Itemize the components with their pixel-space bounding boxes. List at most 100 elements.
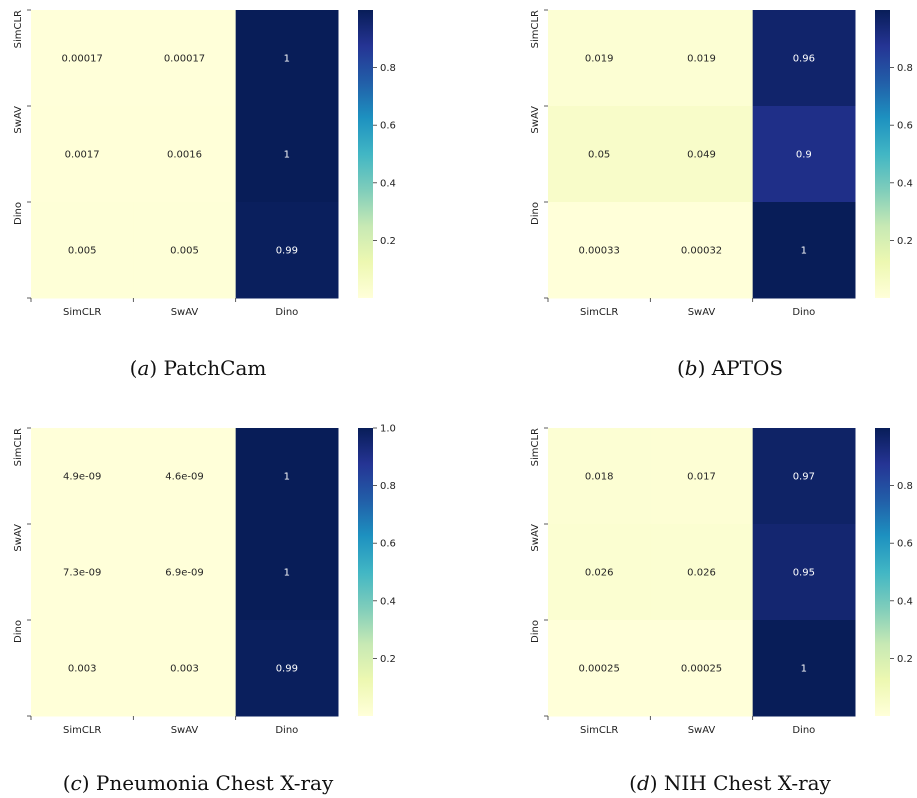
colorbar-tick-label: 0.6: [380, 121, 396, 132]
cell-label: 0.00025: [681, 664, 722, 675]
cell-label: 0.05: [588, 150, 610, 161]
x-tick-label: SimCLR: [580, 307, 618, 318]
colorbar-tick-label: 0.8: [897, 63, 913, 74]
cell-label: 0.019: [687, 54, 716, 65]
heatmap-cell: [650, 202, 754, 299]
cell-label: 0.026: [585, 568, 614, 579]
x-tick-label: Dino: [275, 725, 298, 736]
cell-label: 1: [284, 568, 290, 579]
heatmap-cell: [31, 524, 134, 621]
cell-label: 4.6e-09: [165, 472, 203, 483]
x-tick-label: Dino: [792, 307, 815, 318]
y-tick-label: SimCLR: [530, 428, 541, 466]
cell-label: 7.3e-09: [63, 568, 101, 579]
cell-label: 0.9: [796, 150, 812, 161]
heatmap-cell: [31, 106, 134, 203]
heatmap-cell: [31, 428, 134, 525]
heatmap-cell: [548, 202, 651, 299]
cell-label: 0.0017: [65, 150, 100, 161]
heatmap-cell: [235, 620, 339, 717]
caption-label: ) PatchCam: [149, 356, 266, 380]
heatmap-cell: [650, 106, 754, 203]
colorbar-tick-label: 0.2: [380, 236, 396, 247]
heatmap-cell: [650, 524, 754, 621]
colorbar: [358, 428, 373, 716]
heatmap-cell: [548, 428, 651, 525]
cell-label: 0.95: [793, 568, 815, 579]
y-tick-label: Dino: [530, 620, 541, 643]
y-tick-label: SwAV: [13, 524, 24, 552]
cell-label: 0.00017: [164, 54, 205, 65]
heatmap-cell: [752, 202, 856, 299]
colorbar-tick-label: 0.2: [380, 654, 396, 665]
panel-caption: (a) PatchCam: [130, 356, 267, 380]
panel-caption: (c) Pneumonia Chest X-ray: [63, 771, 334, 795]
colorbar-tick-label: 0.6: [380, 539, 396, 550]
x-tick-label: Dino: [792, 725, 815, 736]
heatmap-cell: [650, 10, 754, 107]
heatmap-cell: [133, 620, 237, 717]
heatmap-cell: [752, 10, 856, 107]
cell-label: 0.0016: [167, 150, 202, 161]
x-tick-label: Dino: [275, 307, 298, 318]
cell-label: 0.005: [68, 246, 97, 257]
heatmap-cell: [133, 10, 237, 107]
y-tick-label: Dino: [13, 202, 24, 225]
colorbar-tick-label: 0.2: [897, 654, 913, 665]
cell-label: 0.97: [793, 472, 815, 483]
colorbar-tick-label: 0.2: [897, 236, 913, 247]
colorbar: [358, 10, 373, 298]
cell-label: 0.018: [585, 472, 614, 483]
x-tick-label: SwAV: [171, 307, 199, 318]
caption-paren: (: [629, 771, 637, 795]
y-tick-label: SimCLR: [13, 428, 24, 466]
cell-label: 0.00032: [681, 246, 722, 257]
colorbar-tick-label: 0.8: [380, 63, 396, 74]
caption-letter: d: [637, 771, 650, 795]
panel-caption: (b) APTOS: [677, 356, 783, 380]
caption-label: ) APTOS: [698, 356, 784, 380]
caption-letter: c: [71, 771, 82, 795]
heatmap-cell: [235, 10, 339, 107]
caption-paren: (: [130, 356, 138, 380]
heatmap-cell: [752, 106, 856, 203]
x-tick-label: SwAV: [688, 307, 716, 318]
colorbar-tick-label: 0.6: [897, 121, 913, 132]
cell-label: 0.003: [170, 664, 199, 675]
cell-label: 1: [284, 150, 290, 161]
heatmap-panel: 0.019 0.019 0.96 0.05 0.049 0.9 0.00033 0.00032…: [530, 9, 913, 380]
cell-label: 0.019: [585, 54, 614, 65]
caption-paren: (: [677, 356, 685, 380]
heatmap-cell: [133, 524, 237, 621]
heatmap-cell: [133, 106, 237, 203]
heatmap-cell: [548, 10, 651, 107]
cell-label: 1: [284, 472, 290, 483]
cell-label: 0.026: [687, 568, 716, 579]
caption-paren: (: [63, 771, 71, 795]
cell-label: 0.00033: [578, 246, 619, 257]
caption-letter: a: [137, 356, 149, 380]
heatmap-panel: 4.9e-09 4.6e-09 1 7.3e-09 6.9e-09 1 0.003 0.003…: [13, 424, 396, 796]
heatmap-cell: [133, 202, 237, 299]
heatmap-panel: 0.018 0.017 0.97 0.026 0.026 0.95 0.00025 0.000…: [530, 427, 913, 795]
y-tick-label: SwAV: [530, 106, 541, 134]
y-tick-label: SwAV: [13, 106, 24, 134]
cell-label: 0.96: [793, 54, 815, 65]
colorbar-tick-label: 0.4: [897, 596, 913, 607]
heatmap-cell: [235, 106, 339, 203]
y-tick-label: SwAV: [530, 524, 541, 552]
cell-label: 0.00017: [61, 54, 102, 65]
cell-label: 1: [801, 664, 807, 675]
x-tick-label: SwAV: [171, 725, 199, 736]
colorbar-tick-label: 0.4: [380, 178, 396, 189]
heatmap-cell: [548, 620, 651, 717]
cell-label: 0.049: [687, 150, 716, 161]
panel-caption: (d) NIH Chest X-ray: [629, 771, 831, 795]
heatmap-cell: [235, 202, 339, 299]
y-tick-label: Dino: [530, 202, 541, 225]
x-tick-label: SimCLR: [63, 725, 101, 736]
x-tick-label: SwAV: [688, 725, 716, 736]
heatmap-cell: [650, 428, 754, 525]
y-tick-label: SimCLR: [530, 10, 541, 48]
